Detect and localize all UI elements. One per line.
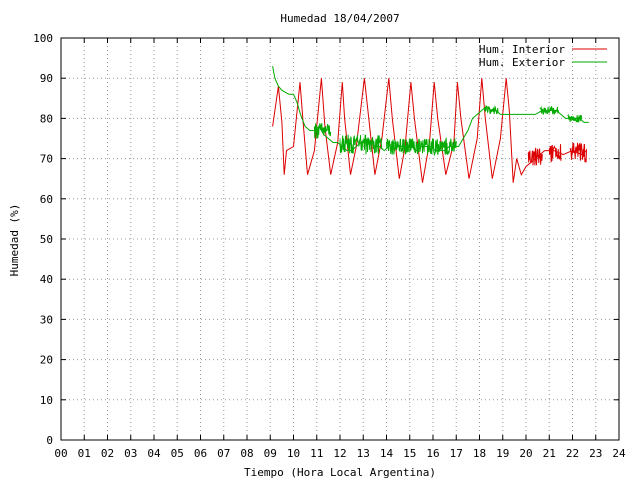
axis-layer: 00 01 02 03 04 05 06 07 08 09 10 11 12 13 14 15 16 17 18 19… bbox=[33, 32, 626, 460]
y-axis-label: Humedad (%) bbox=[8, 204, 21, 277]
y-tick-label: 60 bbox=[40, 193, 53, 206]
y-tick-label: 100 bbox=[33, 32, 53, 45]
x-tick-label: 14 bbox=[380, 447, 394, 460]
x-tick-label: 21 bbox=[543, 447, 556, 460]
grid-layer bbox=[61, 38, 619, 440]
x-tick-label: 17 bbox=[450, 447, 463, 460]
series-line-interior bbox=[272, 78, 587, 183]
chart-title: Humedad 18/04/2007 bbox=[280, 12, 399, 25]
x-tick-label: 23 bbox=[589, 447, 602, 460]
x-tick-label: 24 bbox=[612, 447, 626, 460]
series-noise-exterior bbox=[567, 113, 583, 123]
x-tick-label: 05 bbox=[171, 447, 184, 460]
x-tick-label: 16 bbox=[426, 447, 439, 460]
series-layer bbox=[272, 66, 589, 183]
x-tick-label: 12 bbox=[333, 447, 346, 460]
series-noise-interior bbox=[548, 144, 562, 163]
series-noise-interior bbox=[569, 142, 587, 163]
legend-label: Hum. Interior bbox=[479, 43, 565, 56]
legend-label: Hum. Exterior bbox=[479, 56, 565, 69]
series-noise-exterior bbox=[483, 104, 499, 115]
x-tick-label: 09 bbox=[264, 447, 277, 460]
x-tick-label: 19 bbox=[496, 447, 509, 460]
x-tick-label: 15 bbox=[403, 447, 416, 460]
x-tick-label: 02 bbox=[101, 447, 114, 460]
x-tick-label: 20 bbox=[519, 447, 532, 460]
y-tick-label: 30 bbox=[40, 313, 53, 326]
series-noise-exterior bbox=[386, 137, 457, 157]
x-tick-label: 04 bbox=[147, 447, 161, 460]
series-noise-exterior bbox=[339, 134, 383, 155]
x-tick-label: 22 bbox=[566, 447, 579, 460]
y-tick-label: 90 bbox=[40, 72, 53, 85]
y-tick-label: 10 bbox=[40, 394, 53, 407]
y-tick-label: 50 bbox=[40, 233, 53, 246]
x-tick-label: 08 bbox=[240, 447, 253, 460]
y-tick-label: 80 bbox=[40, 112, 53, 125]
x-tick-label: 18 bbox=[473, 447, 486, 460]
x-tick-label: 13 bbox=[357, 447, 370, 460]
series-noise-exterior bbox=[539, 105, 559, 115]
y-tick-label: 20 bbox=[40, 354, 53, 367]
x-tick-label: 00 bbox=[54, 447, 67, 460]
x-tick-label: 01 bbox=[78, 447, 91, 460]
y-tick-label: 40 bbox=[40, 273, 53, 286]
x-tick-label: 11 bbox=[310, 447, 323, 460]
x-tick-label: 07 bbox=[217, 447, 230, 460]
x-tick-label: 10 bbox=[287, 447, 300, 460]
y-tick-label: 0 bbox=[46, 434, 53, 447]
series-noise-interior bbox=[527, 147, 543, 166]
x-tick-label: 06 bbox=[194, 447, 207, 460]
x-axis-label: Tiempo (Hora Local Argentina) bbox=[244, 466, 436, 479]
y-tick-label: 70 bbox=[40, 153, 53, 166]
series-noise-exterior bbox=[313, 122, 332, 140]
x-tick-label: 03 bbox=[124, 447, 137, 460]
